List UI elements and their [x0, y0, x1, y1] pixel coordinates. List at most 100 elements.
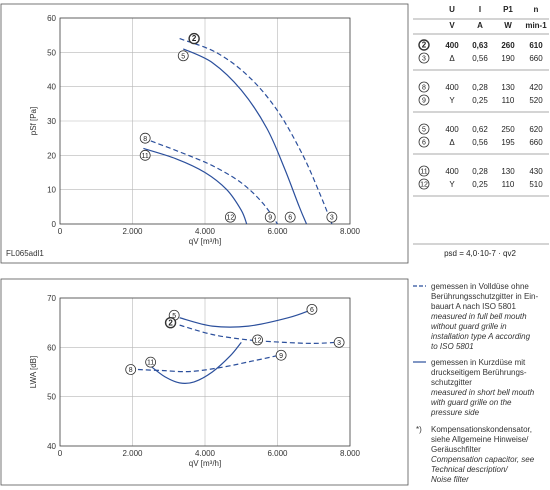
table-cell: Δ: [449, 138, 455, 147]
curve-marker-8: [139, 132, 151, 144]
curve-marker-label: 2: [192, 34, 197, 43]
series-line-11: [150, 342, 242, 385]
legend-text: schutzgitter: [431, 378, 472, 387]
table-cell: 110: [502, 96, 515, 105]
y-tick-label: 40: [47, 442, 56, 451]
table-cell: 0,63: [472, 41, 488, 50]
curve-marker-label: 11: [147, 360, 154, 367]
legend-text: Geräuschfilter: [431, 445, 481, 454]
table-cell: 430: [529, 167, 543, 176]
y-tick-label: 20: [47, 151, 56, 160]
legend-text: to ISO 5801: [431, 342, 474, 351]
table-curve-label: 6: [422, 140, 426, 147]
pressure-chart: 0 2.000 4.000 6.000 8.000 0 10 20 30 40 50 60 qV [m³…: [29, 14, 361, 246]
table-curve-marker: [418, 136, 430, 148]
table-curve-label: 9: [422, 98, 426, 105]
table-cell: 0,28: [472, 167, 488, 176]
curve-marker-11: [139, 149, 151, 161]
table-cell: 400: [445, 125, 459, 134]
legend-text: without guard grille in: [431, 322, 507, 331]
table-cell: 250: [501, 125, 515, 134]
curve-marker-11: [145, 356, 157, 368]
x-axis-label: qV [m³/h]: [189, 459, 221, 468]
x-axis-label: qV [m³/h]: [189, 237, 221, 246]
table-cell: Δ: [449, 54, 455, 63]
table-curve-marker: [418, 165, 430, 177]
y-tick-label: 70: [47, 294, 56, 303]
y-axis-label: pSf [Pa]: [29, 107, 38, 135]
x-tick-label: 8.000: [340, 227, 361, 236]
curve-marker-5: [177, 50, 189, 62]
table-cell: 110: [502, 180, 515, 189]
chart-footnote: FL065adl1: [6, 249, 44, 258]
curve-marker-9: [275, 349, 287, 361]
table-unit: min-1: [525, 21, 547, 30]
table-unit: W: [504, 21, 512, 30]
curve-marker-9: [264, 211, 276, 223]
table-curve-label: 11: [420, 169, 427, 176]
legend-text: Noise filter: [431, 475, 469, 484]
x-tick-label: 0: [58, 227, 63, 236]
legend-text: bauart A nach ISO 5801: [431, 302, 517, 311]
table-header: U: [449, 5, 455, 14]
legend-text: Compensation capacitor, see: [431, 455, 535, 464]
x-tick-label: 0: [58, 449, 63, 458]
curve-marker-2: [188, 32, 200, 45]
table-cell: 620: [529, 125, 543, 134]
table-header: n: [534, 5, 539, 14]
table-curve-marker: [418, 39, 430, 51]
y-tick-label: 50: [47, 393, 56, 402]
x-tick-label: 4.000: [195, 449, 216, 458]
table-curve-label: 2: [422, 41, 427, 50]
x-tick-label: 6.000: [267, 449, 288, 458]
table-curve-marker: [418, 123, 430, 135]
legend-text: Berührungsschutzgitter in Ein-: [431, 292, 539, 301]
table-cell: Y: [449, 180, 455, 189]
curve-marker-12: [252, 334, 263, 346]
curve-marker-2: [164, 316, 177, 329]
table-cell: 130: [501, 167, 515, 176]
curve-marker-8: [125, 364, 137, 375]
curve-marker-label: 12: [254, 338, 262, 345]
curve-marker-6: [306, 303, 318, 315]
table-cell: 190: [501, 54, 515, 63]
legend-text: with guard grille on the: [431, 398, 512, 407]
curve-marker-label: 8: [129, 367, 133, 374]
table-cell: 610: [529, 41, 543, 50]
table-curve-label: 12: [420, 182, 428, 189]
series-line-2: [179, 324, 336, 345]
legend-text: measured in short bell mouth: [431, 388, 535, 397]
legend-text: Kompensationskondensator,: [431, 425, 532, 434]
table-curve-marker: [418, 94, 430, 106]
table-cell: Y: [449, 96, 455, 105]
formula: psd = 4,0·10-7 · qv2: [444, 249, 516, 258]
curve-marker-3: [326, 211, 338, 223]
x-tick-label: 6.000: [267, 227, 288, 236]
table-header: I: [479, 5, 481, 14]
y-tick-label: 60: [47, 14, 56, 23]
table-curve-label: 3: [422, 56, 426, 63]
y-tick-label: 40: [47, 83, 56, 92]
series-line-2: [179, 38, 333, 225]
legend: gemessen in Volldüse ohneBerührungsschut…: [413, 282, 539, 484]
legend-text: siehe Allgemeine Hinweise/: [431, 435, 529, 444]
curve-marker-label: 3: [337, 340, 341, 347]
curve-marker-label: 3: [330, 215, 334, 222]
legend-text: installation type A according: [431, 332, 531, 341]
table-cell: 520: [529, 96, 543, 105]
legend-text: pressure side: [430, 408, 480, 417]
curve-marker-label: 5: [172, 313, 176, 320]
legend-text: measured in full bell mouth: [431, 312, 527, 321]
curve-marker-label: 12: [226, 215, 234, 222]
curve-marker-label: 9: [279, 353, 283, 360]
table-cell: 0,25: [472, 180, 488, 189]
table-cell: 510: [529, 180, 543, 189]
y-tick-label: 60: [47, 343, 56, 352]
x-tick-label: 2.000: [122, 449, 143, 458]
table-cell: 660: [529, 54, 543, 63]
table-header: P1: [503, 5, 513, 14]
table-curve-label: 5: [422, 127, 426, 134]
legend-text: gemessen in Volldüse ohne: [431, 282, 529, 291]
table-cell: 400: [445, 83, 459, 92]
